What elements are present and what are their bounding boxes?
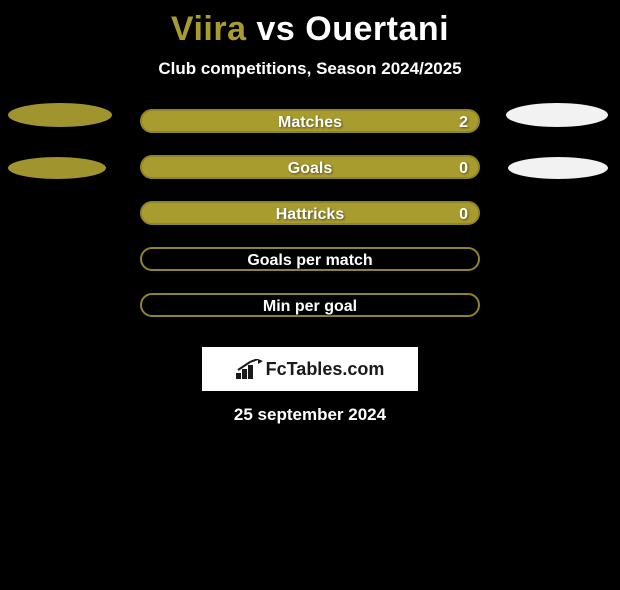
stat-label: Matches [142, 114, 478, 132]
stat-row: Goals0 [0, 155, 620, 201]
stat-row: Matches2 [0, 109, 620, 155]
stat-value-right: 0 [459, 206, 468, 224]
stat-row: Min per goal [0, 293, 620, 339]
subtitle: Club competitions, Season 2024/2025 [0, 59, 620, 79]
stat-row: Hattricks0 [0, 201, 620, 247]
stat-label: Goals [142, 160, 478, 178]
page-title: Viira vs Ouertani [0, 10, 620, 49]
stat-label: Min per goal [142, 298, 478, 316]
stat-bar: Goals0 [140, 155, 480, 179]
player1-ellipse [8, 103, 112, 127]
vs-text: vs [256, 10, 295, 48]
player2-ellipse [506, 103, 608, 127]
stat-bar: Min per goal [140, 293, 480, 317]
stat-label: Goals per match [142, 252, 478, 270]
logo-box: FcTables.com [202, 347, 418, 391]
stat-label: Hattricks [142, 206, 478, 224]
player1-ellipse [8, 157, 106, 179]
stat-bar: Goals per match [140, 247, 480, 271]
stat-row: Goals per match [0, 247, 620, 293]
stat-bar: Matches2 [140, 109, 480, 133]
stat-bar: Hattricks0 [140, 201, 480, 225]
player2-name: Ouertani [305, 10, 449, 48]
date-text: 25 september 2024 [0, 405, 620, 425]
comparison-chart: Matches2Goals0Hattricks0Goals per matchM… [0, 109, 620, 339]
stat-value-right: 0 [459, 160, 468, 178]
player1-name: Viira [171, 10, 247, 48]
player2-ellipse [508, 157, 608, 179]
logo-text: FcTables.com [266, 359, 385, 380]
fctables-logo-icon [236, 359, 263, 379]
stat-value-right: 2 [459, 114, 468, 132]
